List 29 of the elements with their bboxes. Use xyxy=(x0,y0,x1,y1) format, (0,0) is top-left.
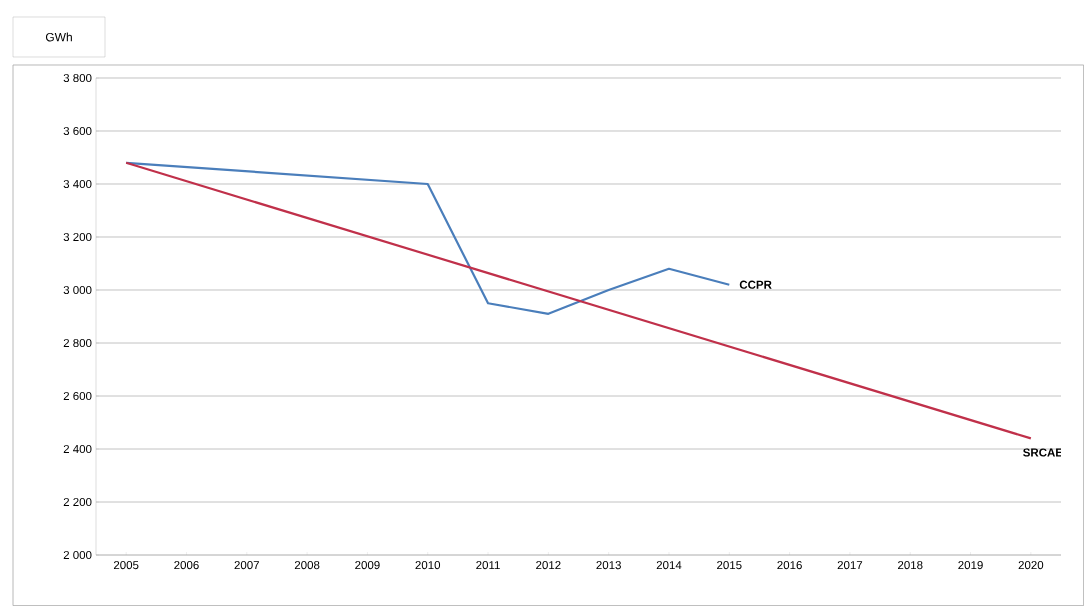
y-tick-label: 2 400 xyxy=(63,444,92,454)
y-tick-label: 3 000 xyxy=(63,285,92,295)
y-axis-title: GWh xyxy=(45,32,72,42)
x-tick-label: 2020 xyxy=(1018,561,1044,570)
x-tick-label: 2013 xyxy=(596,561,621,570)
y-tick-label: 3 200 xyxy=(63,232,92,242)
y-tick-label: 2 200 xyxy=(63,497,92,507)
series-label: CCPR xyxy=(739,280,772,289)
x-tick-label: 2011 xyxy=(476,561,500,570)
series-label: SRCAE xyxy=(1023,448,1063,457)
x-tick-label: 2017 xyxy=(837,561,863,570)
x-tick-label: 2016 xyxy=(777,561,802,570)
y-tick-label: 2 600 xyxy=(63,391,92,401)
x-tick-label: 2012 xyxy=(536,561,561,570)
y-tick-label: 3 800 xyxy=(63,73,92,83)
x-tick-label: 2018 xyxy=(898,561,923,570)
y-tick-label: 3 400 xyxy=(63,179,92,189)
y-tick-label: 3 600 xyxy=(63,126,92,136)
x-tick-label: 2015 xyxy=(717,561,742,570)
x-tick-label: 2008 xyxy=(294,561,320,570)
x-tick-label: 2009 xyxy=(355,561,380,570)
x-tick-label: 2019 xyxy=(958,561,983,570)
x-tick-label: 2014 xyxy=(656,561,682,570)
y-tick-label: 2 000 xyxy=(63,550,92,560)
x-tick-label: 2007 xyxy=(234,561,259,570)
x-tick-label: 2006 xyxy=(174,561,199,570)
y-tick-label: 2 800 xyxy=(63,338,92,348)
x-tick-label: 2010 xyxy=(415,561,441,570)
x-tick-label: 2005 xyxy=(113,561,139,570)
